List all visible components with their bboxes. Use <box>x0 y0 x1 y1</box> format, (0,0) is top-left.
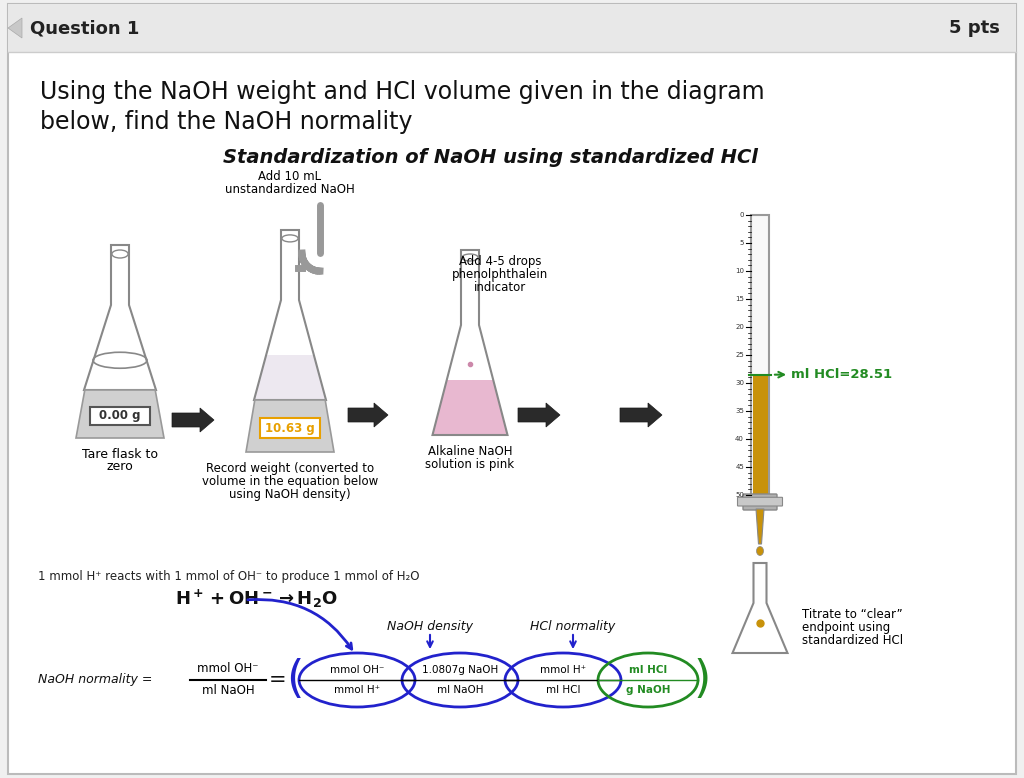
Text: NaOH density: NaOH density <box>387 620 473 633</box>
Text: $\mathbf{H^+ + OH^- \rightarrow H_2O}$: $\mathbf{H^+ + OH^- \rightarrow H_2O}$ <box>175 588 338 610</box>
Text: Add 4-5 drops: Add 4-5 drops <box>459 255 542 268</box>
FancyArrow shape <box>518 403 560 427</box>
Text: 10: 10 <box>735 268 744 274</box>
FancyBboxPatch shape <box>260 419 319 438</box>
FancyBboxPatch shape <box>737 497 782 506</box>
Polygon shape <box>246 400 334 452</box>
Text: Tare flask to: Tare flask to <box>82 448 158 461</box>
Text: volume in the equation below: volume in the equation below <box>202 475 378 488</box>
Text: 45: 45 <box>735 464 744 470</box>
Text: unstandardized NaOH: unstandardized NaOH <box>225 183 355 196</box>
Text: 20: 20 <box>735 324 744 330</box>
Text: (: ( <box>287 658 304 702</box>
Text: g NaOH: g NaOH <box>626 685 671 695</box>
Text: Using the NaOH weight and HCl volume given in the diagram: Using the NaOH weight and HCl volume giv… <box>40 80 765 104</box>
Text: mmol H⁺: mmol H⁺ <box>334 685 380 695</box>
Text: Alkaline NaOH: Alkaline NaOH <box>428 445 512 458</box>
Polygon shape <box>254 355 326 400</box>
Text: 30: 30 <box>735 380 744 386</box>
Text: Question 1: Question 1 <box>30 19 139 37</box>
Polygon shape <box>756 509 764 544</box>
Text: 5 pts: 5 pts <box>949 19 1000 37</box>
Text: using NaOH density): using NaOH density) <box>229 488 351 501</box>
Polygon shape <box>432 380 508 435</box>
Text: 1.0807g NaOH: 1.0807g NaOH <box>422 665 498 675</box>
Text: 5: 5 <box>739 240 744 246</box>
Text: indicator: indicator <box>474 281 526 294</box>
FancyBboxPatch shape <box>8 4 1016 774</box>
Text: 1 mmol H⁺ reacts with 1 mmol of OH⁻ to produce 1 mmol of H₂O: 1 mmol H⁺ reacts with 1 mmol of OH⁻ to p… <box>38 570 420 583</box>
Text: NaOH normality =: NaOH normality = <box>38 674 153 686</box>
Text: 10.63 g: 10.63 g <box>265 422 314 435</box>
FancyBboxPatch shape <box>753 375 768 495</box>
Text: Add 10 mL: Add 10 mL <box>258 170 322 183</box>
Text: 0: 0 <box>739 212 744 218</box>
Text: solution is pink: solution is pink <box>425 458 515 471</box>
FancyBboxPatch shape <box>90 407 150 425</box>
Text: Record weight (converted to: Record weight (converted to <box>206 462 374 475</box>
Text: mmol OH⁻: mmol OH⁻ <box>330 665 384 675</box>
Text: endpoint using: endpoint using <box>802 621 890 634</box>
FancyArrow shape <box>620 403 662 427</box>
Text: =: = <box>269 670 287 690</box>
Text: ml NaOH: ml NaOH <box>437 685 483 695</box>
FancyBboxPatch shape <box>751 215 769 495</box>
Text: standardized HCl: standardized HCl <box>802 634 902 647</box>
Text: Standardization of NaOH using standardized HCl: Standardization of NaOH using standardiz… <box>222 148 758 167</box>
Text: 0.00 g: 0.00 g <box>99 409 140 422</box>
Text: ): ) <box>693 658 711 702</box>
Text: ml HCl: ml HCl <box>629 665 667 675</box>
Text: 50: 50 <box>735 492 744 498</box>
Text: 35: 35 <box>735 408 744 414</box>
FancyBboxPatch shape <box>8 4 1016 52</box>
Text: 15: 15 <box>735 296 744 302</box>
Polygon shape <box>8 18 22 38</box>
FancyArrow shape <box>172 408 214 432</box>
Text: ml HCl=28.51: ml HCl=28.51 <box>791 368 892 381</box>
Text: mmol OH⁻: mmol OH⁻ <box>198 663 259 675</box>
Polygon shape <box>76 390 164 438</box>
Text: HCl normality: HCl normality <box>530 620 615 633</box>
Text: 40: 40 <box>735 436 744 442</box>
Text: zero: zero <box>106 460 133 473</box>
Text: phenolphthalein: phenolphthalein <box>452 268 548 281</box>
Text: 25: 25 <box>735 352 744 358</box>
Text: Titrate to “clear”: Titrate to “clear” <box>802 608 902 621</box>
Text: below, find the NaOH normality: below, find the NaOH normality <box>40 110 413 134</box>
Text: ml HCl: ml HCl <box>546 685 581 695</box>
Text: ml NaOH: ml NaOH <box>202 685 254 698</box>
FancyBboxPatch shape <box>743 494 777 510</box>
Ellipse shape <box>757 546 764 555</box>
FancyArrow shape <box>348 403 388 427</box>
Text: mmol H⁺: mmol H⁺ <box>540 665 586 675</box>
